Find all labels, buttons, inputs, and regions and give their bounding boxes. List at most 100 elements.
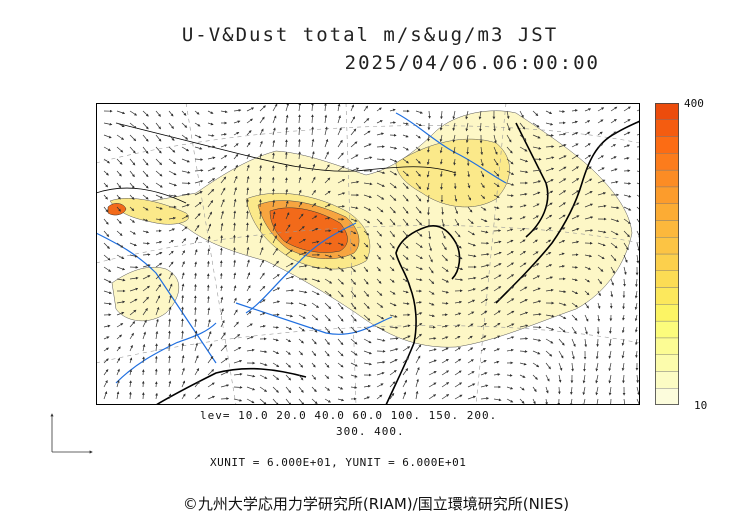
wind-arrow <box>155 170 163 177</box>
wind-arrow <box>493 170 500 177</box>
wind-arrow <box>402 230 409 238</box>
wind-arrow <box>519 228 526 232</box>
wind-arrow <box>493 348 500 352</box>
wind-arrow <box>246 323 253 328</box>
wind-arrow <box>272 152 275 160</box>
wind-arrow <box>622 302 626 310</box>
wind-arrow <box>427 134 430 142</box>
wind-arrow <box>441 206 444 215</box>
wind-arrow <box>558 302 567 306</box>
wind-arrow <box>194 394 201 400</box>
wind-arrow <box>621 338 625 346</box>
wind-arrow <box>103 358 109 364</box>
wind-arrow <box>532 180 542 184</box>
wind-arrow <box>506 217 513 220</box>
wind-arrow <box>181 146 190 152</box>
wind-arrow <box>532 398 536 405</box>
wind-arrow <box>155 240 163 244</box>
wind-arrow <box>116 323 124 328</box>
wind-arrow <box>155 146 162 154</box>
wind-arrow <box>623 131 631 136</box>
wind-arrow <box>376 360 386 364</box>
wind-arrow <box>272 300 281 304</box>
wind-arrow <box>376 278 382 284</box>
wind-arrow <box>440 110 443 120</box>
wind-arrow <box>454 300 463 304</box>
wind-arrow <box>350 350 358 356</box>
wind-arrow <box>142 194 149 200</box>
colorbar-block <box>655 237 679 255</box>
wind-arrow <box>532 386 537 393</box>
wind-arrow <box>532 300 542 304</box>
wind-arrow <box>480 397 490 400</box>
wind-arrow <box>402 346 411 352</box>
wind-arrow <box>452 134 456 143</box>
wind-arrow <box>194 191 203 196</box>
wind-arrow <box>402 146 409 151</box>
wind-arrow <box>168 330 171 340</box>
wind-arrow <box>337 179 346 184</box>
wind-arrow <box>506 348 514 352</box>
wind-arrow <box>415 312 423 316</box>
wind-arrow <box>116 218 122 225</box>
wind-arrow <box>389 326 399 329</box>
wind-arrow <box>363 254 368 260</box>
wind-arrow <box>428 314 435 318</box>
wind-arrow <box>285 126 289 136</box>
wind-arrow <box>506 122 511 132</box>
wind-arrow <box>220 144 228 148</box>
wind-arrow <box>142 356 145 364</box>
wind-arrow <box>363 242 369 248</box>
wind-arrow <box>376 107 382 112</box>
colorbar-block <box>655 371 679 389</box>
wind-arrow <box>350 278 356 285</box>
wind-arrow <box>233 372 243 376</box>
wind-arrow <box>207 319 211 328</box>
wind-arrow <box>298 201 303 208</box>
wind-arrow <box>155 182 163 188</box>
wind-arrow <box>324 103 327 112</box>
wind-arrow <box>324 177 331 184</box>
wind-arrow <box>168 110 174 117</box>
wind-arrow <box>467 170 471 178</box>
wind-arrow <box>324 398 332 403</box>
wind-arrow <box>142 230 150 234</box>
wind-arrow <box>506 274 515 280</box>
wind-arrow <box>570 386 573 395</box>
wind-arrow <box>337 230 344 234</box>
wind-arrow <box>285 362 292 368</box>
wind-arrow <box>493 194 500 198</box>
wind-arrow <box>480 230 489 234</box>
colorbar-block <box>655 253 679 271</box>
wind-arrow <box>311 326 318 333</box>
wind-arrow <box>558 202 566 208</box>
wind-arrow <box>571 178 580 184</box>
wind-arrow <box>545 350 553 357</box>
wind-arrow <box>233 321 239 328</box>
wind-arrow <box>532 134 541 139</box>
wind-arrow <box>493 206 500 210</box>
wind-arrow <box>350 128 357 136</box>
wind-arrow <box>129 298 138 304</box>
wind-arrow <box>129 391 132 400</box>
wind-arrow <box>363 290 370 297</box>
wind-arrow <box>452 122 456 131</box>
wind-arrow <box>545 122 554 126</box>
wind-arrow <box>467 206 473 213</box>
wind-arrow <box>233 120 241 124</box>
wind-arrow <box>389 121 396 125</box>
wind-arrow <box>427 146 430 153</box>
wind-arrow <box>116 242 124 248</box>
wind-arrow <box>246 222 249 232</box>
wind-arrow <box>363 206 372 211</box>
wind-arrow <box>220 332 226 340</box>
wind-arrow <box>493 298 501 304</box>
wind-arrow <box>220 296 224 304</box>
wind-arrow <box>571 154 579 160</box>
wind-arrow <box>402 134 409 138</box>
wind-arrow <box>220 110 228 114</box>
wind-arrow <box>220 384 230 388</box>
wind-arrow <box>116 182 122 189</box>
wind-arrow <box>155 122 162 130</box>
wind-arrow <box>272 115 277 124</box>
